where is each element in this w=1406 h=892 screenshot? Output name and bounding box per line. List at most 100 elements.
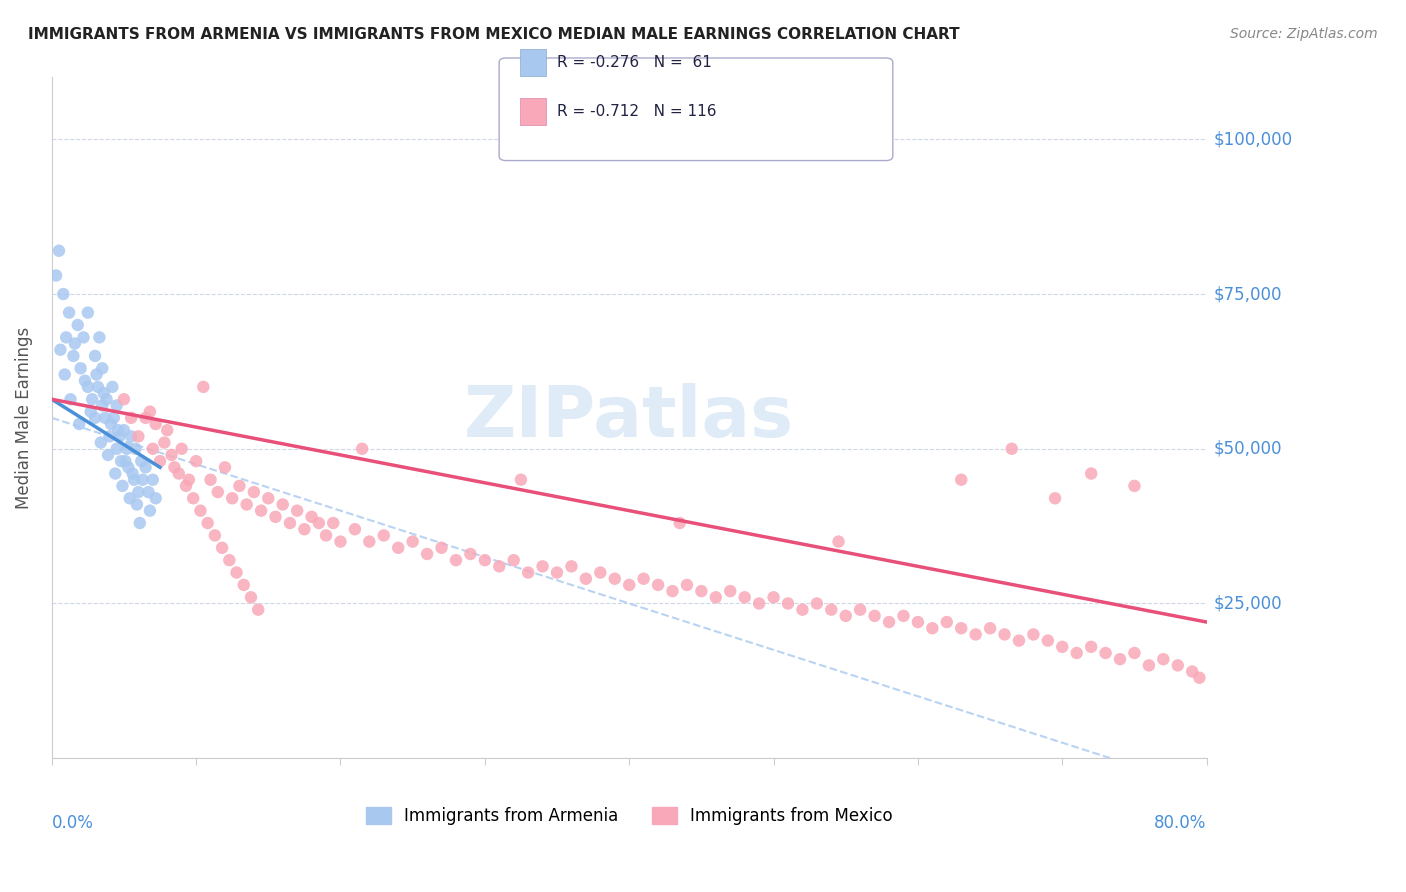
Point xyxy=(935,615,957,629)
Point xyxy=(993,627,1015,641)
Point xyxy=(93,386,115,401)
Point xyxy=(91,361,114,376)
Point xyxy=(907,615,929,629)
Point xyxy=(704,591,727,605)
Point xyxy=(207,485,229,500)
Point xyxy=(100,417,122,431)
Point xyxy=(76,380,98,394)
Point xyxy=(80,404,103,418)
Point xyxy=(145,417,167,431)
Point xyxy=(105,399,128,413)
Point xyxy=(108,429,131,443)
Point xyxy=(278,516,301,530)
Point xyxy=(105,442,128,456)
Text: $25,000: $25,000 xyxy=(1213,594,1282,613)
Point xyxy=(690,584,713,599)
Point xyxy=(950,473,973,487)
Point xyxy=(153,435,176,450)
Point xyxy=(135,460,157,475)
Point xyxy=(359,534,381,549)
Point xyxy=(1137,658,1160,673)
Point xyxy=(373,528,395,542)
Point xyxy=(474,553,496,567)
Point xyxy=(96,392,118,407)
Point xyxy=(1043,491,1066,506)
Point xyxy=(90,435,112,450)
Point xyxy=(101,380,124,394)
Point xyxy=(170,442,193,456)
Point xyxy=(430,541,453,555)
Point xyxy=(877,615,900,629)
Point xyxy=(647,578,669,592)
Point xyxy=(1109,652,1132,666)
Point xyxy=(849,602,872,616)
Point xyxy=(118,491,141,506)
Point xyxy=(661,584,683,599)
Point xyxy=(893,608,915,623)
Point xyxy=(82,392,104,407)
Point xyxy=(174,479,197,493)
Point xyxy=(965,627,987,641)
Point xyxy=(117,460,139,475)
Point xyxy=(502,553,524,567)
Point xyxy=(107,423,129,437)
Point xyxy=(145,491,167,506)
Point xyxy=(416,547,439,561)
Point xyxy=(111,479,134,493)
Point xyxy=(1094,646,1116,660)
Point xyxy=(177,473,200,487)
Point xyxy=(91,399,114,413)
Point xyxy=(49,343,72,357)
Point xyxy=(73,374,96,388)
Point xyxy=(1008,633,1031,648)
Point xyxy=(343,522,366,536)
Y-axis label: Median Male Earnings: Median Male Earnings xyxy=(15,326,32,509)
Point xyxy=(45,268,67,283)
Point xyxy=(235,498,257,512)
Text: $75,000: $75,000 xyxy=(1213,285,1282,303)
Point xyxy=(921,621,943,635)
Point xyxy=(1123,479,1146,493)
Point xyxy=(89,330,111,344)
Point xyxy=(69,361,91,376)
Point xyxy=(546,566,568,580)
Point xyxy=(184,454,207,468)
Point xyxy=(63,336,86,351)
Point xyxy=(531,559,554,574)
Point xyxy=(72,330,94,344)
Point xyxy=(668,516,690,530)
Point xyxy=(211,541,233,555)
Point xyxy=(221,491,243,506)
Point xyxy=(271,498,294,512)
Point xyxy=(87,380,110,394)
Point xyxy=(112,423,135,437)
Point xyxy=(806,597,828,611)
Point xyxy=(138,485,160,500)
Point xyxy=(1001,442,1024,456)
Point xyxy=(149,454,172,468)
Point xyxy=(762,591,785,605)
Text: 80.0%: 80.0% xyxy=(1154,814,1206,832)
Point xyxy=(66,318,89,332)
Text: IMMIGRANTS FROM ARMENIA VS IMMIGRANTS FROM MEXICO MEDIAN MALE EARNINGS CORRELATI: IMMIGRANTS FROM ARMENIA VS IMMIGRANTS FR… xyxy=(28,27,960,42)
Point xyxy=(243,485,266,500)
Point xyxy=(292,522,315,536)
Point xyxy=(827,534,849,549)
Point xyxy=(121,467,143,481)
Point xyxy=(97,448,120,462)
Point xyxy=(142,442,165,456)
Point xyxy=(979,621,1001,635)
Point xyxy=(1066,646,1088,660)
Point xyxy=(190,503,212,517)
Point xyxy=(1080,467,1102,481)
Point xyxy=(62,349,84,363)
Point xyxy=(110,454,132,468)
Point xyxy=(1123,646,1146,660)
Point xyxy=(1022,627,1045,641)
Point xyxy=(510,473,533,487)
Point xyxy=(112,392,135,407)
Point xyxy=(517,566,540,580)
Point xyxy=(181,491,204,506)
Legend: Immigrants from Armenia, Immigrants from Mexico: Immigrants from Armenia, Immigrants from… xyxy=(359,800,900,831)
Point xyxy=(139,503,162,517)
